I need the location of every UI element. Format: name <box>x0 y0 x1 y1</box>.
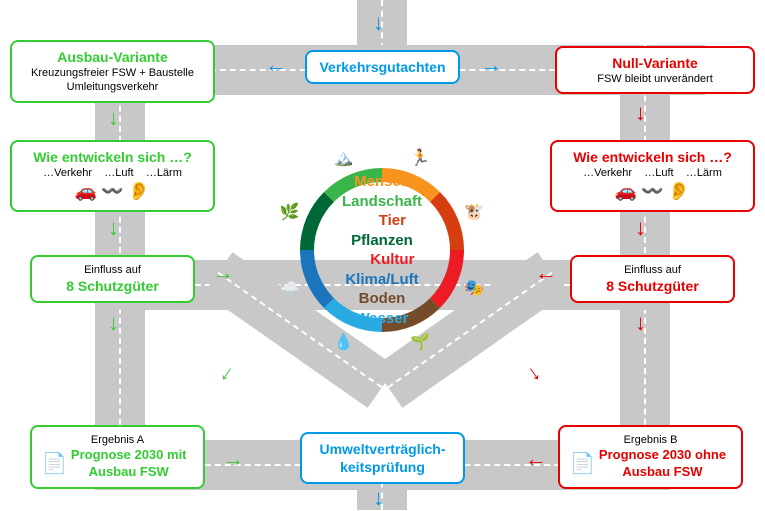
left-q-icons: 🚗〰️👂 <box>22 180 203 203</box>
arrow-down-green-2: ↓ <box>108 215 119 241</box>
arrow-left-blue: ← <box>265 52 287 78</box>
arrow-down-green-1: ↓ <box>108 105 119 131</box>
left-q-sub: …Verkehr …Luft …Lärm <box>22 166 203 180</box>
null-title: Null-Variante <box>567 54 743 72</box>
ring-icon: 🏃 <box>410 148 430 168</box>
arrow-diag-red: ↓ <box>522 359 546 387</box>
arrow-right-green-2: → <box>222 446 244 472</box>
left-einfluss-pre: Einfluss auf <box>42 263 183 277</box>
ausbau-sub2: Umleitungsverkehr <box>22 80 203 94</box>
left-erg-pre: Ergebnis A <box>42 433 193 447</box>
right-erg-pre: Ergebnis B <box>570 433 731 447</box>
ausbau-variante-box: Ausbau-Variante Kreuzungsfreier FSW + Ba… <box>10 40 215 103</box>
arrow-down-red-2: ↓ <box>635 215 646 241</box>
ring-icon: 🌿 <box>280 202 300 222</box>
right-einfluss: 8 Schutzgüter <box>582 277 723 295</box>
right-erg2: Ausbau FSW <box>599 464 726 481</box>
doc-icon-red: 📄 <box>570 451 595 477</box>
arrow-down-red-3: ↓ <box>635 310 646 336</box>
ring-icon: 🏔️ <box>334 148 354 168</box>
ring-icon: 🎭 <box>464 278 484 298</box>
arrow-down-red-1: ↓ <box>635 100 646 126</box>
arrow-diag-green: ↓ <box>216 359 240 387</box>
right-einfluss-pre: Einfluss auf <box>582 263 723 277</box>
schutzgueter-ring: MenschLandschaftxx TierPflanzenxx Kultur… <box>282 150 482 350</box>
arrow-down-green-3: ↓ <box>108 310 119 336</box>
left-erg2: Ausbau FSW <box>71 464 187 481</box>
right-q-icons: 🚗〰️👂 <box>562 180 743 203</box>
arrow-down-blue-2: ↓ <box>373 485 384 511</box>
right-q-sub: …Verkehr …Luft …Lärm <box>562 166 743 180</box>
uvp2: keitsprüfung <box>312 458 453 476</box>
ring-icon: 🌱 <box>410 332 430 352</box>
left-ergebnis-box: Ergebnis A 📄 Prognose 2030 mit Ausbau FS… <box>30 425 205 489</box>
left-erg1: Prognose 2030 mit <box>71 447 187 464</box>
ring-icon: ☁️ <box>280 278 300 298</box>
null-sub: FSW bleibt unverändert <box>567 72 743 86</box>
arrow-right-blue: ← <box>480 52 502 78</box>
left-einfluss-box: Einfluss auf 8 Schutzgüter <box>30 255 195 303</box>
right-einfluss-box: Einfluss auf 8 Schutzgüter <box>570 255 735 303</box>
left-einfluss: 8 Schutzgüter <box>42 277 183 295</box>
left-question-box: Wie entwickeln sich …? …Verkehr …Luft …L… <box>10 140 215 212</box>
uvp1: Umweltverträglich- <box>312 440 453 458</box>
arrow-left-red-2: ← <box>525 446 547 472</box>
ausbau-title: Ausbau-Variante <box>22 48 203 66</box>
right-ergebnis-box: Ergebnis B 📄 Prognose 2030 ohne Ausbau F… <box>558 425 743 489</box>
right-q-title: Wie entwickeln sich …? <box>562 148 743 166</box>
null-variante-box: Null-Variante FSW bleibt unverändert <box>555 46 755 94</box>
arrow-right-green-1: → <box>212 260 234 286</box>
ring-icon: 💧 <box>334 332 354 352</box>
doc-icon-green: 📄 <box>42 451 67 477</box>
arrow-down-blue: ↓ <box>373 10 384 36</box>
verkehrsgutachten-label: Verkehrsgutachten <box>317 58 448 76</box>
arrow-left-red-1: ← <box>535 260 557 286</box>
uvp-box: Umweltverträglich- keitsprüfung <box>300 432 465 484</box>
right-erg1: Prognose 2030 ohne <box>599 447 726 464</box>
ring-labels: MenschLandschaftxx TierPflanzenxx Kultur… <box>282 150 482 350</box>
ring-icon: 🐮 <box>464 202 484 222</box>
left-q-title: Wie entwickeln sich …? <box>22 148 203 166</box>
verkehrsgutachten-box: Verkehrsgutachten <box>305 50 460 84</box>
right-question-box: Wie entwickeln sich …? …Verkehr …Luft …L… <box>550 140 755 212</box>
ausbau-sub1: Kreuzungsfreier FSW + Baustelle <box>22 66 203 80</box>
